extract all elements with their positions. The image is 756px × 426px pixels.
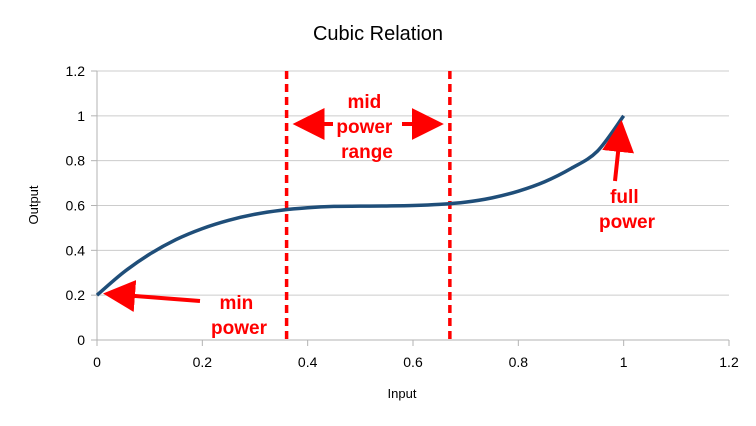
- y-tick-label: 0: [77, 332, 85, 348]
- x-tick-label: 0.6: [403, 354, 423, 370]
- range-boundaries: [284, 71, 452, 340]
- y-axis-label: Output: [26, 185, 41, 224]
- y-tick-label: 0.8: [66, 153, 86, 169]
- full-power-label: full power: [599, 187, 656, 233]
- mid-power-line-2: power: [336, 117, 393, 138]
- mid-power-line-3: range: [341, 142, 393, 163]
- mid-power-label: mid power range: [336, 92, 397, 163]
- y-tick-label: 0.2: [66, 287, 86, 303]
- y-tick-label: 0.6: [66, 198, 86, 214]
- y-tick-label: 1: [77, 108, 85, 124]
- x-tick-label: 1.2: [719, 354, 739, 370]
- min-power-label: min power: [211, 293, 268, 339]
- x-tick-label: 0.4: [298, 354, 318, 370]
- x-tick-label: 1: [620, 354, 628, 370]
- series-line-0: [95, 114, 626, 297]
- annotation-arrows: [103, 108, 635, 312]
- x-tick-label: 0: [93, 354, 101, 370]
- mid-power-line-1: mid: [347, 92, 381, 113]
- min-power-line-1: min: [219, 293, 253, 314]
- full-power-line-2: power: [599, 212, 656, 233]
- tick-labels: 0 0.2 0.4 0.6 0.8 1 1.2 0 0.2 0.4 0.6 0.8 1 1.2: [66, 63, 739, 370]
- series-lines: [95, 114, 626, 297]
- x-tick-label: 0.2: [193, 354, 213, 370]
- min-power-arrow: [103, 280, 201, 312]
- full-power-arrow: [602, 119, 635, 182]
- x-axis-label: Input: [388, 386, 417, 401]
- y-tick-label: 1.2: [66, 63, 86, 79]
- min-power-line-2: power: [211, 318, 268, 339]
- full-power-line-1: full: [610, 187, 639, 208]
- y-tick-label: 0.4: [66, 242, 86, 258]
- x-tick-label: 0.8: [509, 354, 529, 370]
- grid-lines: [91, 70, 730, 346]
- chart-title: Cubic Relation: [313, 23, 443, 45]
